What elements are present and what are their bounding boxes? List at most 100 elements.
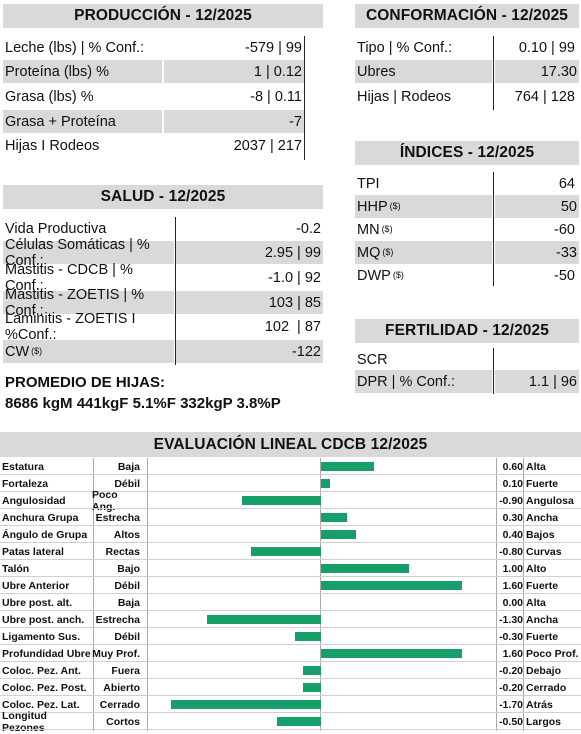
indices-header: ÍNDICES - 12/2025 [355,141,579,165]
lineal-high-label: Poco Prof. [526,647,579,660]
indices-value: -50 [554,267,575,284]
lineal-bar [250,547,321,556]
lineal-bar [303,683,321,692]
lineal-row: Patas lateral Rectas -0.80 Curvas [0,543,581,560]
salud-row: Laminitis - ZOETIS I %Conf.: 102 | 87 [3,310,323,343]
conformacion-label: Tipo | % Conf.: [357,39,453,56]
produccion-row: Leche (lbs) | % Conf.: -579 | 99 [3,36,304,59]
lineal-row: Ubre post. anch. Estrecha -1.30 Ancha [0,611,581,628]
lineal-row: Coloc. Pez. Post. Abierto -0.20 Cerrado [0,679,581,696]
lineal-value: -0.20 [499,681,523,694]
lineal-trait-name: Coloc. Pez. Post. [2,681,87,694]
lineal-row-separator [0,610,581,611]
lineal-row-separator [0,525,581,526]
indices-sup: ($) [381,223,393,234]
lineal-value: 0.00 [502,596,523,609]
salud-label: CW ($) [3,340,174,363]
lineal-bar [277,717,321,726]
lineal-value: 0.40 [502,528,523,541]
lineal-trait-name: Ubre post. alt. [2,596,73,609]
produccion-row: Grasa + Proteína -7 [3,110,304,133]
lineal-value: 1.60 [502,647,523,660]
produccion-row: Hijas I Rodeos 2037 | 217 [3,134,304,157]
indices-sup: ($) [382,246,394,257]
salud-value: -0.2 [296,220,321,237]
fertilidad-label: SCR [357,351,388,368]
lineal-trait-name: Estatura [2,460,45,473]
fertilidad-value: 1.1 | 96 [495,370,579,393]
fertilidad-row: DPR | % Conf.: 1.1 | 96 [355,370,579,393]
lineal-value: -0.50 [499,715,523,728]
conformacion-label: Hijas | Rodeos [357,88,452,105]
produccion-divider [304,36,305,160]
lineal-row: Ángulo de Grupa Altos 0.40 Bajos [0,526,581,543]
produccion-value: -579 | 99 [245,39,302,56]
lineal-bar [303,666,321,675]
lineal-trait-name: Ubre post. anch. [2,613,85,626]
lineal-bar [321,479,330,488]
conformacion-label: Ubres [355,60,492,83]
indices-row: MN ($) -60 [355,218,579,241]
conformacion-header: CONFORMACIÓN - 12/2025 [355,4,579,28]
salud-label: Laminitis - ZOETIS I %Conf.: [5,310,136,343]
lineal-low-label: Bajo [117,562,140,575]
lineal-row: Coloc. Pez. Ant. Fuera -0.20 Debajo [0,662,581,679]
lineal-value: -0.90 [499,494,523,507]
lineal-header: EVALUACIÓN LINEAL CDCB 12/2025 [0,432,581,457]
lineal-low-label: Cortos [106,715,140,728]
lineal-value: 1.00 [502,562,523,575]
indices-title: ÍNDICES - 12/2025 [399,144,535,161]
lineal-trait-name: Profundidad Ubre [2,647,91,660]
lineal-low-label: Muy Prof. [92,647,140,660]
lineal-divider [523,458,524,731]
lineal-high-label: Ancha [526,613,559,626]
salud-header: SALUD - 12/2025 [3,185,323,209]
lineal-bar [206,615,321,624]
lineal-row-separator [0,576,581,577]
indices-label: TPI [355,172,493,195]
lineal-row-separator [0,508,581,509]
lineal-low-label: Poco Ang. [92,488,118,513]
lineal-row-separator [0,627,581,628]
produccion-header: PRODUCCIÓN - 12/2025 [3,4,323,28]
lineal-trait-name: Patas lateral [2,545,64,558]
fertilidad-value [493,348,577,371]
lineal-low-label: Débil [114,477,140,490]
lineal-low-label: Débil [114,630,140,643]
lineal-row: Coloc. Pez. Lat. Cerrado -1.70 Atrás [0,696,581,713]
conformacion-value: 764 | 128 [514,88,575,105]
produccion-label: Grasa + Proteína [3,110,162,133]
conformacion-value: 0.10 | 99 [518,39,575,56]
lineal-row: Profundidad Ubre Muy Prof. 1.60 Poco Prof. [0,645,581,662]
lineal-high-label: Ancha [526,511,559,524]
lineal-low-label: Estrecha [95,511,140,524]
salud-label: Vida Productiva [5,220,107,237]
produccion-label: Proteína (lbs) % [3,60,162,83]
lineal-high-label: Fuerte [526,579,559,592]
lineal-high-label: Fuerte [526,477,559,490]
lineal-low-label: Débil [114,579,140,592]
lineal-trait-name: Ligamento Sus. [2,630,81,643]
salud-row: CW ($) -122 [3,340,323,363]
conformacion-row: Tipo | % Conf.: 0.10 | 99 [355,36,579,59]
salud-value: 102 | 87 [264,318,321,335]
lineal-low-label: Baja [117,460,140,473]
lineal-high-label: Angulosa [526,494,574,507]
lineal-high-label: Debajo [526,664,562,677]
lineal-row: Ubre post. alt. Baja 0.00 Alta [0,594,581,611]
lineal-high-label: Alta [526,596,546,609]
lineal-trait-name: Talón [2,562,30,575]
salud-value: -1.0 | 92 [268,269,321,286]
lineal-divider [93,458,94,731]
produccion-value: 2037 | 217 [233,137,302,154]
lineal-value: -1.30 [499,613,523,626]
lineal-value: -0.30 [499,630,523,643]
salud-value: -122 [176,340,323,363]
lineal-trait-name: Coloc. Pez. Lat. [2,698,80,711]
lineal-bar [321,462,374,471]
conformacion-row: Hijas | Rodeos 764 | 128 [355,85,579,108]
indices-label: HHP ($) [355,195,492,218]
lineal-high-label: Largos [526,715,562,728]
lineal-row-separator [0,712,581,713]
fertilidad-header: FERTILIDAD - 12/2025 [355,319,579,343]
